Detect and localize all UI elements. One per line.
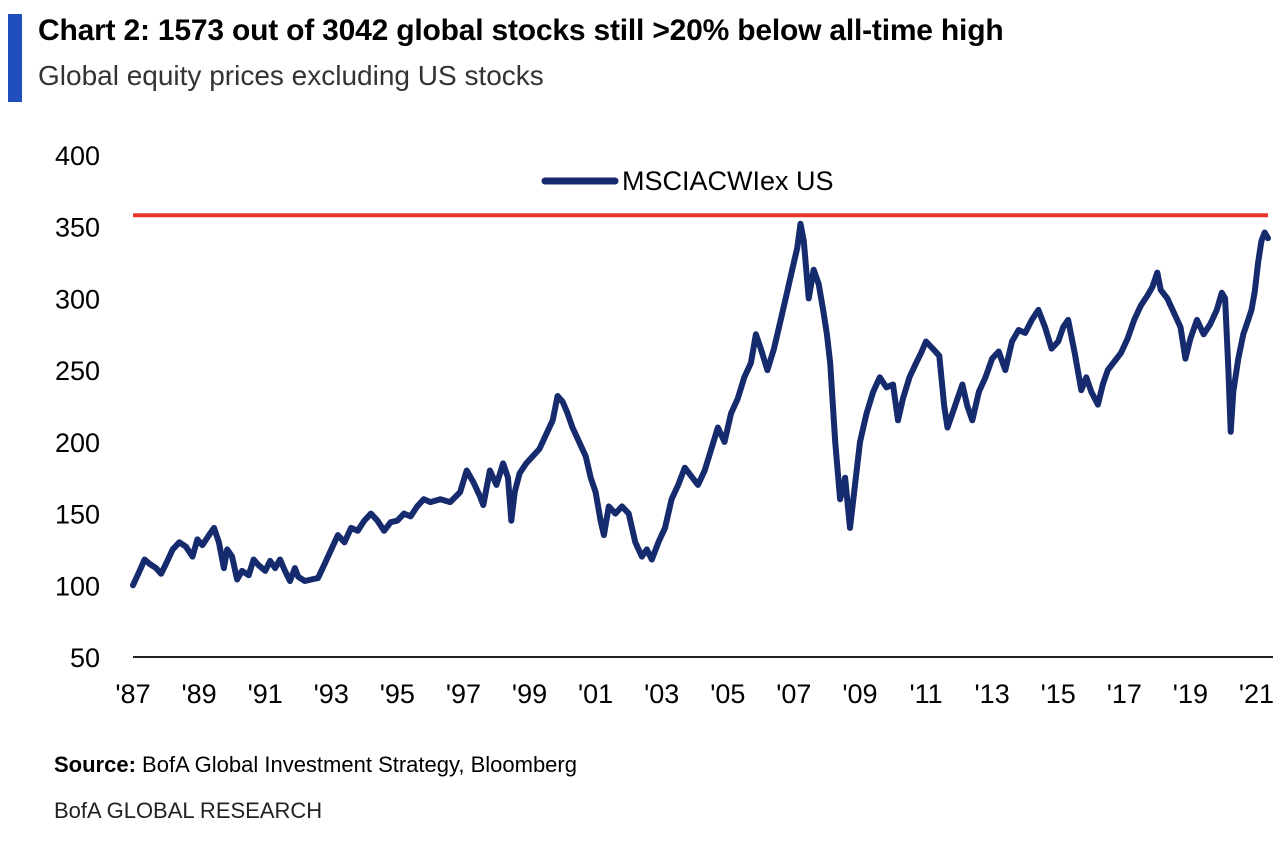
y-tick-label: 50 [70,643,100,673]
x-tick-label: '01 [578,679,613,709]
y-tick-label: 250 [55,356,100,386]
y-tick-label: 350 [55,213,100,243]
x-tick-label: '03 [644,679,679,709]
y-tick-label: 400 [55,141,100,171]
series-line-msciacwi-ex-us [130,220,1271,589]
legend-label: MSCIACWIex US [622,166,834,196]
x-tick-label: '09 [842,679,877,709]
accent-bar [8,14,22,102]
y-tick-label: 300 [55,284,100,314]
x-tick-label: '17 [1107,679,1142,709]
x-tick-label: '99 [512,679,547,709]
y-axis: 50 100 150 200 250 300 350 400 [55,141,100,673]
chart-title: Chart 2: 1573 out of 3042 global stocks … [38,14,1004,47]
legend: MSCIACWIex US [541,166,834,196]
x-tick-label: '87 [115,679,150,709]
source-label: Source: [54,752,136,777]
brand-footer: BofA GLOBAL RESEARCH [54,798,323,823]
x-tick-label: '95 [380,679,415,709]
x-tick-label: '15 [1041,679,1076,709]
chart-subtitle: Global equity prices excluding US stocks [38,60,544,91]
source-note: Source: BofA Global Investment Strategy,… [54,752,577,778]
x-tick-label: '21 [1239,679,1274,709]
y-tick-label: 100 [55,571,100,601]
x-tick-label: '07 [776,679,811,709]
x-tick-label: '19 [1173,679,1208,709]
x-tick-label: '05 [710,679,745,709]
x-tick-label: '91 [248,679,283,709]
y-tick-label: 150 [55,500,100,530]
x-tick-label: '97 [446,679,481,709]
x-tick-label: '93 [314,679,349,709]
x-tick-label: '11 [909,679,942,709]
y-tick-label: 200 [55,428,100,458]
x-tick-label: '89 [181,679,216,709]
x-tick-label: '13 [975,679,1010,709]
x-axis: '87 '89 '91 '93 '95 '97 '99 '01 '03 '05 '07 '09 '11 '… [115,679,1274,709]
source-text: BofA Global Investment Strategy, Bloombe… [142,752,577,777]
